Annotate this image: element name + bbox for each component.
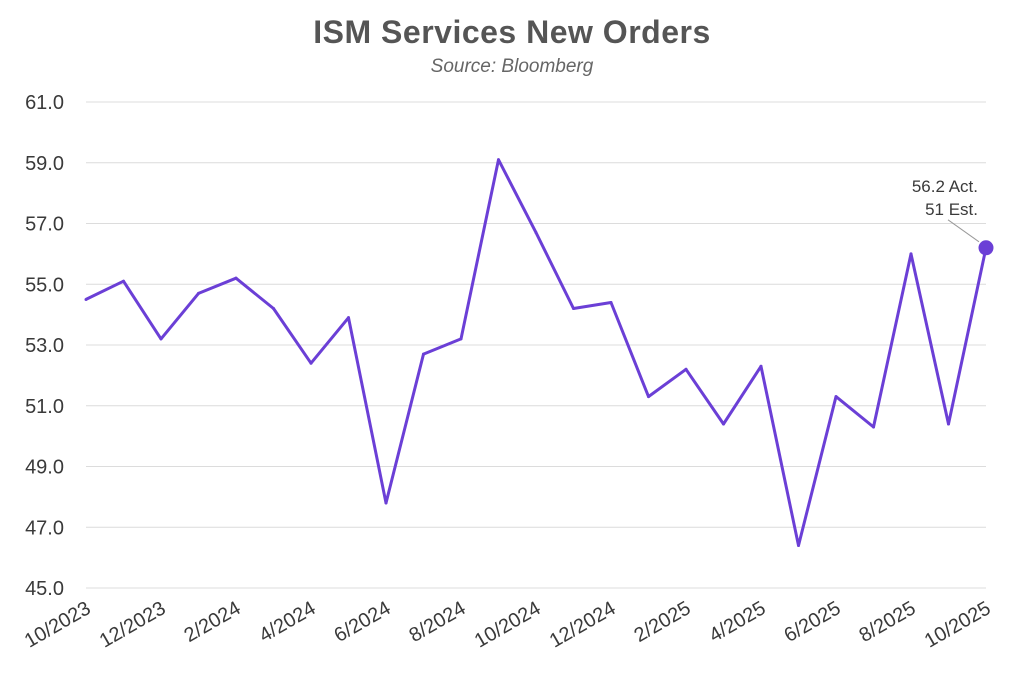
y-tick-label: 45.0 bbox=[25, 578, 64, 600]
data-point bbox=[347, 316, 350, 320]
x-axis-ticks: 10/2023 12/2023 2/2024 4/2024 6/2024 8/2024 10… bbox=[21, 597, 995, 652]
data-point bbox=[159, 337, 163, 341]
x-tick-label: 8/2025 bbox=[856, 597, 920, 647]
data-point bbox=[459, 337, 463, 341]
y-tick-label: 53.0 bbox=[25, 335, 64, 357]
annotation-leader-line bbox=[947, 219, 980, 243]
y-tick-label: 49.0 bbox=[25, 457, 64, 479]
x-tick-label: 2/2025 bbox=[631, 597, 695, 647]
data-point bbox=[534, 231, 538, 235]
x-tick-label: 10/2025 bbox=[921, 597, 995, 652]
chart-subtitle: Source: Bloomberg bbox=[430, 56, 594, 77]
data-point bbox=[609, 300, 613, 304]
data-point bbox=[234, 276, 238, 280]
data-point bbox=[797, 543, 800, 547]
x-tick-label: 6/2025 bbox=[781, 597, 845, 647]
latest-point-marker bbox=[978, 240, 994, 256]
data-point bbox=[909, 252, 913, 256]
x-tick-label: 6/2024 bbox=[331, 597, 395, 647]
y-tick-label: 55.0 bbox=[25, 274, 64, 296]
data-point bbox=[122, 279, 125, 283]
data-point bbox=[759, 364, 763, 368]
x-tick-label: 4/2024 bbox=[256, 597, 320, 647]
data-point bbox=[384, 501, 388, 505]
data-point bbox=[497, 158, 500, 162]
data-point bbox=[947, 422, 950, 426]
chart-title: ISM Services New Orders bbox=[313, 14, 711, 50]
y-axis-ticks: 45.0 47.0 49.0 51.0 53.0 55.0 57.0 59.0 61.0 bbox=[25, 92, 64, 600]
data-point bbox=[684, 367, 688, 371]
gridlines bbox=[86, 101, 986, 589]
data-point bbox=[872, 425, 875, 429]
x-tick-label: 12/2023 bbox=[96, 597, 170, 652]
data-point bbox=[422, 352, 425, 356]
series-line bbox=[85, 158, 988, 547]
y-tick-label: 51.0 bbox=[25, 396, 64, 418]
data-point bbox=[272, 307, 275, 311]
annotation: 56.2 Act. 51 Est. bbox=[912, 177, 980, 243]
data-point bbox=[309, 361, 313, 365]
data-point bbox=[834, 395, 838, 399]
data-point bbox=[722, 422, 725, 426]
y-tick-label: 59.0 bbox=[25, 153, 64, 175]
y-tick-label: 47.0 bbox=[25, 517, 64, 539]
data-point bbox=[84, 297, 88, 301]
x-tick-label: 8/2024 bbox=[406, 597, 470, 647]
data-point bbox=[572, 307, 575, 311]
x-tick-label: 10/2024 bbox=[471, 597, 545, 652]
series-layer bbox=[84, 158, 994, 547]
y-tick-label: 61.0 bbox=[25, 92, 64, 114]
x-tick-label: 12/2024 bbox=[546, 597, 620, 652]
data-point bbox=[647, 395, 650, 399]
annotation-actual-label: 56.2 Act. bbox=[912, 177, 978, 196]
data-point bbox=[197, 291, 200, 295]
x-tick-label: 2/2024 bbox=[181, 597, 245, 647]
x-tick-label: 4/2025 bbox=[706, 597, 770, 647]
annotation-estimate-label: 51 Est. bbox=[925, 200, 978, 219]
x-tick-label: 10/2023 bbox=[21, 597, 95, 652]
y-tick-label: 57.0 bbox=[25, 214, 64, 236]
